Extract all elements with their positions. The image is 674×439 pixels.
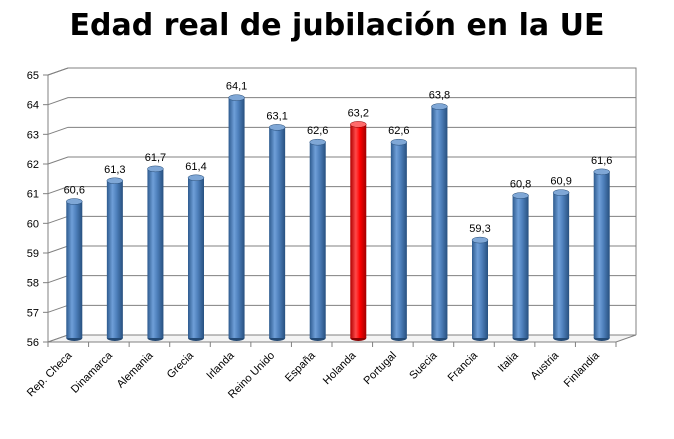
bar-cap: [187, 174, 205, 182]
bar-alemania: [147, 165, 164, 341]
bar-body: [553, 192, 570, 338]
data-label: 59,3: [469, 223, 490, 235]
bar-espa-a: [309, 138, 326, 341]
bar-body: [309, 142, 326, 338]
data-label: 60,9: [550, 176, 571, 188]
x-tick-label: Alemania: [115, 349, 157, 391]
x-tick-label: Austria: [529, 349, 562, 382]
data-label: 63,8: [429, 90, 450, 102]
grid-layer: [47, 67, 636, 343]
y-tick-label: 56: [27, 337, 39, 349]
bar-cap: [431, 103, 448, 110]
y-tick-label: 58: [27, 278, 39, 290]
bar-cap: [471, 236, 489, 244]
bar-cap: [512, 192, 529, 199]
data-label: 60,6: [64, 185, 85, 197]
bar-layer: [66, 94, 610, 341]
back-wall-outline: [68, 67, 637, 335]
gridline-63: [47, 126, 636, 135]
bar-irlanda: [228, 94, 245, 341]
x-tick-label: Holanda: [321, 349, 359, 387]
data-label: 62,6: [388, 125, 409, 137]
x-tick-label: Portugal: [362, 350, 399, 387]
bar-body: [390, 142, 407, 338]
x-tick-label: Italia: [496, 349, 522, 375]
x-tick-label: Irlanda: [204, 349, 237, 382]
data-label: 63,2: [348, 107, 369, 119]
bar-cap: [593, 168, 610, 176]
bar-cap: [268, 124, 286, 131]
x-tick-label: Suecia: [407, 349, 440, 382]
gridline-58: [47, 275, 636, 284]
x-tick-label: Rep. Checa: [25, 349, 75, 399]
bar-cap: [66, 198, 83, 205]
bar-body: [472, 240, 488, 338]
x-tick-label: Finlandia: [562, 349, 603, 390]
y-tick-label: 59: [27, 248, 39, 260]
bar-dinamarca: [106, 177, 124, 341]
bar-grecia: [187, 174, 205, 341]
gridline-62: [47, 156, 636, 165]
bar-reino-unido: [268, 124, 286, 341]
bar-cap: [228, 94, 245, 101]
data-label: 60,8: [510, 179, 531, 191]
data-label: 63,1: [266, 110, 287, 122]
bar-austria: [552, 189, 570, 341]
bar-body: [188, 177, 204, 338]
gridline-60: [47, 215, 636, 224]
data-label: 61,6: [591, 155, 612, 167]
y-tick-label: 65: [27, 70, 39, 82]
gridline-65: [47, 67, 636, 76]
bar-holanda: [350, 121, 367, 341]
side-wall-top: [47, 67, 69, 76]
data-label: 64,1: [226, 81, 247, 93]
x-tick-label: Grecia: [165, 349, 197, 381]
bar-cap: [106, 177, 124, 185]
bar-portugal: [390, 138, 408, 341]
y-tick-label: 63: [27, 129, 39, 141]
floor: [47, 334, 637, 343]
bar-cap: [390, 138, 408, 146]
data-label: 61,7: [145, 152, 166, 164]
gridline-57: [47, 304, 636, 313]
gridline-59: [47, 245, 636, 254]
bar-body: [147, 168, 164, 338]
bar-finlandia: [593, 168, 610, 341]
gridline-61: [47, 186, 636, 195]
y-tick-label: 64: [27, 100, 39, 112]
bar-body: [106, 180, 123, 338]
bar-body: [593, 171, 610, 338]
bar-body: [512, 195, 529, 338]
x-tick-label: Dinamarca: [69, 349, 116, 396]
y-tick-label: 61: [27, 189, 39, 201]
y-tick-label: 60: [27, 218, 39, 230]
bar-italia: [512, 192, 529, 341]
y-tick-label: 62: [27, 159, 39, 171]
bar-cap: [552, 189, 570, 196]
data-label: 62,6: [307, 125, 328, 137]
bar-cap: [309, 138, 326, 146]
bar-body: [228, 97, 245, 338]
bar-cap: [350, 121, 367, 128]
data-label: 61,3: [104, 164, 125, 176]
chart-title: Edad real de jubilación en la UE: [69, 8, 605, 43]
bar-francia: [471, 236, 489, 341]
bar-body: [350, 124, 367, 339]
y-tick-label: 57: [27, 307, 39, 319]
x-tick-label: Francia: [446, 349, 481, 384]
bar-body: [431, 106, 448, 338]
bar-cap: [147, 165, 164, 173]
bar-rep-checa: [66, 198, 83, 341]
data-label: 61,4: [185, 161, 206, 173]
gridline-64: [47, 97, 636, 106]
bar-suecia: [431, 103, 448, 341]
x-tick-label: España: [283, 349, 318, 384]
bar-body: [66, 201, 83, 338]
bar-body: [269, 127, 286, 338]
